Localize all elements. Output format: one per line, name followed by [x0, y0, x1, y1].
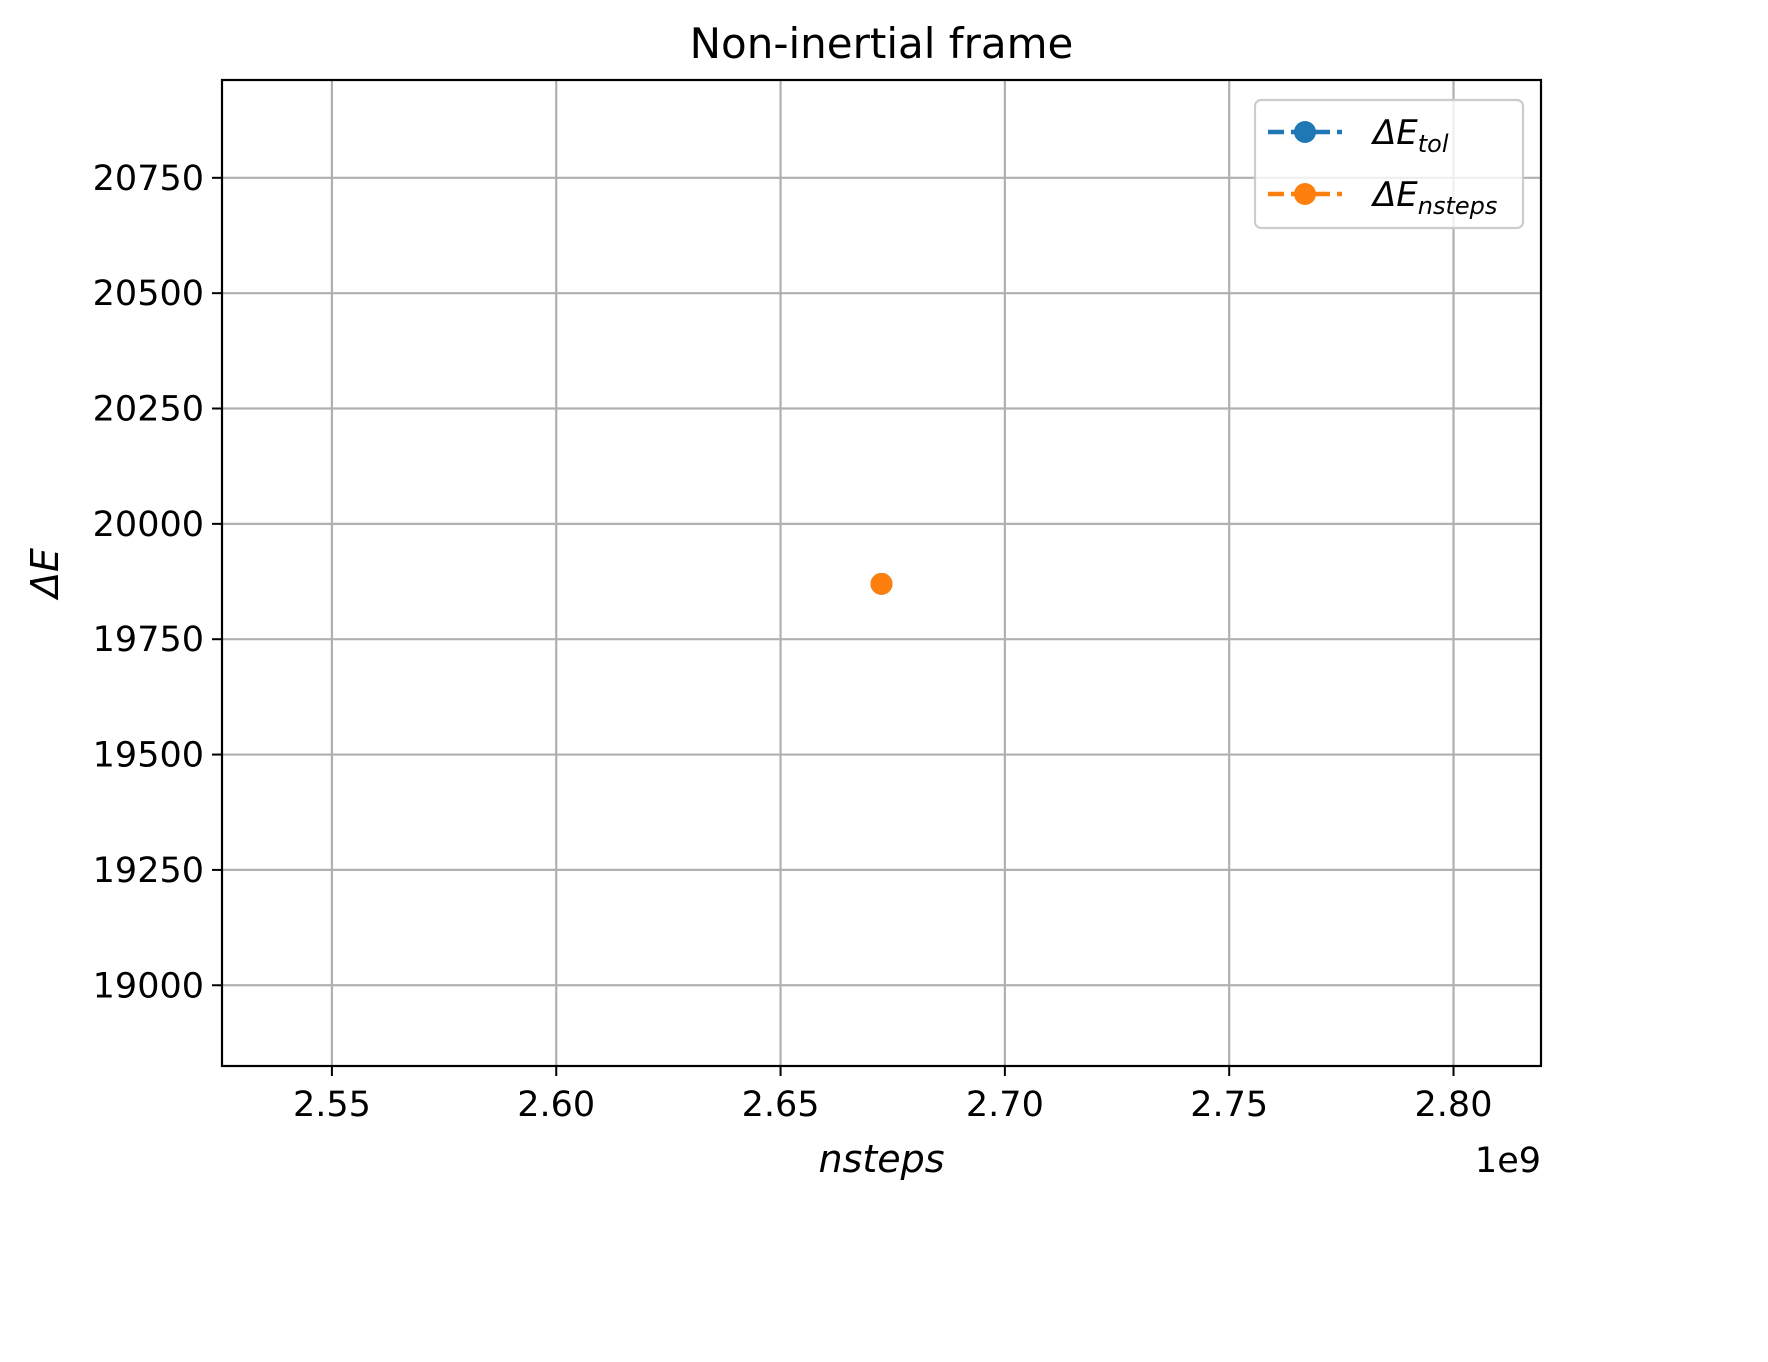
- legend-label: ΔEnsteps: [1370, 175, 1497, 220]
- y-tick-label: 20500: [93, 274, 204, 314]
- legend: ΔEtol ΔEnsteps: [1253, 98, 1525, 230]
- axis-ticks: 2.55 2.60 2.65 2.70 2.75 2.80 19000 19250 19500 1…: [93, 159, 1493, 1125]
- legend-marker-swatch: [1294, 183, 1316, 205]
- y-tick-label: 20250: [93, 390, 204, 430]
- x-tick-label: 2.70: [966, 1085, 1044, 1125]
- legend-marker-swatch: [1294, 121, 1316, 143]
- y-tick-label: 20000: [93, 505, 204, 545]
- legend-entries: ΔEtol ΔEnsteps: [1268, 113, 1497, 220]
- x-tick-label: 2.75: [1190, 1085, 1268, 1125]
- y-tick-label: 19750: [93, 620, 204, 660]
- data-point: [870, 572, 893, 595]
- x-tick-label: 2.65: [742, 1085, 820, 1125]
- plot-area-frame: [220, 78, 1543, 1068]
- grid: [222, 80, 1541, 1066]
- data-points: [870, 572, 893, 595]
- x-axis-offset-text: 1e9: [1475, 1141, 1541, 1181]
- x-tick-label: 2.60: [517, 1085, 595, 1125]
- x-axis-label: nsteps: [818, 1137, 944, 1181]
- x-tick-label: 2.55: [293, 1085, 371, 1125]
- y-axis-label: ΔE: [23, 548, 67, 601]
- y-tick-label: 19500: [93, 736, 204, 776]
- x-tick-label: 2.80: [1415, 1085, 1493, 1125]
- chart-title: Non-inertial frame: [690, 19, 1074, 68]
- legend-label: ΔEtol: [1370, 113, 1449, 158]
- y-tick-label: 19250: [93, 851, 204, 891]
- y-tick-label: 19000: [93, 966, 204, 1006]
- y-tick-label: 20750: [93, 159, 204, 199]
